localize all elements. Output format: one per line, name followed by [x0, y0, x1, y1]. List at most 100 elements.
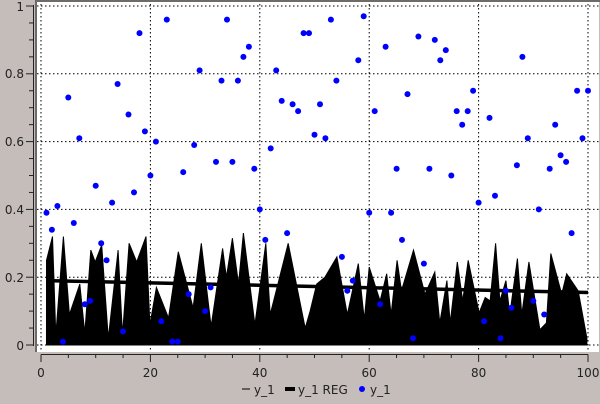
scatter-point — [344, 287, 351, 294]
scatter-point — [289, 101, 296, 108]
y-tick-label: 0 — [16, 339, 24, 353]
scatter-point — [43, 209, 50, 216]
scatter-point — [224, 16, 230, 23]
scatter-point — [552, 121, 559, 128]
scatter-point — [300, 30, 307, 37]
scatter-point — [92, 182, 99, 189]
scatter-point — [174, 338, 181, 345]
scatter-point — [497, 335, 504, 342]
legend-label-area: y_1 — [254, 383, 275, 397]
scatter-point — [317, 101, 323, 108]
plot-left-border — [35, 0, 37, 352]
scatter-point — [508, 304, 515, 311]
scatter-point — [48, 226, 55, 233]
area-series — [45, 233, 588, 346]
scatter-point — [557, 152, 564, 159]
scatter-point — [486, 114, 493, 121]
scatter-point — [185, 291, 192, 298]
scatter-point — [125, 111, 132, 118]
scatter-series — [43, 13, 591, 345]
scatter-point — [579, 135, 586, 142]
y-axis: 0 0.2 0.4 0.6 0.8 1 — [5, 0, 34, 353]
y-tick-label: 0.4 — [5, 203, 24, 217]
scatter-point — [152, 138, 159, 145]
scatter-point — [327, 16, 334, 23]
scatter-point — [519, 53, 526, 60]
scatter-point — [535, 206, 542, 213]
scatter-point — [70, 220, 77, 226]
scatter-point — [284, 230, 291, 237]
scatter-point — [267, 145, 274, 152]
scatter-point — [256, 206, 263, 213]
scatter-point — [415, 33, 422, 40]
scatter-point — [388, 209, 395, 216]
scatter-point — [136, 30, 143, 37]
scatter-point — [207, 284, 214, 291]
scatter-point — [530, 297, 537, 304]
scatter-point — [349, 277, 356, 284]
scatter-point — [541, 311, 548, 318]
scatter-point — [295, 108, 302, 115]
x-tick-label: 40 — [252, 366, 267, 380]
scatter-point — [103, 257, 110, 264]
legend-dot-icon — [359, 386, 365, 392]
scatter-point — [492, 192, 498, 199]
scatter-point — [278, 97, 285, 104]
scatter-point — [481, 318, 488, 325]
scatter-point — [163, 16, 170, 23]
scatter-point — [382, 43, 389, 50]
scatter-point — [442, 47, 449, 54]
scatter-point — [87, 297, 94, 304]
scatter-point — [470, 87, 477, 94]
scatter-point — [98, 240, 105, 247]
scatter-point — [453, 108, 460, 115]
x-axis: 0 20 40 60 80 100 — [37, 354, 600, 380]
scatter-point — [169, 338, 176, 345]
scatter-point — [371, 108, 378, 115]
x-tick-label: 100 — [577, 366, 600, 380]
y-tick-label: 0.2 — [5, 271, 24, 285]
scatter-point — [420, 260, 427, 267]
legend-label-regression: y_1 REG — [298, 383, 348, 397]
scatter-point — [141, 128, 148, 135]
scatter-point — [568, 230, 575, 237]
x-tick-label: 60 — [362, 366, 377, 380]
legend: y_1 y_1 REG y_1 — [242, 383, 391, 397]
scatter-point — [109, 199, 116, 206]
scatter-point — [377, 301, 384, 308]
scatter-point — [251, 165, 258, 172]
scatter-point — [366, 209, 373, 216]
scatter-point — [360, 13, 367, 20]
y-tick-label: 0.6 — [5, 135, 24, 149]
scatter-point — [338, 253, 345, 260]
scatter-point — [426, 165, 433, 172]
regression-line — [46, 278, 589, 295]
scatter-point — [240, 53, 247, 60]
scatter-point — [410, 335, 416, 342]
scatter-point — [131, 189, 137, 196]
scatter-point — [180, 169, 187, 176]
scatter-point — [81, 301, 88, 308]
legend-thick-line-icon — [285, 387, 295, 391]
scatter-point — [218, 77, 225, 84]
scatter-point — [76, 135, 83, 142]
area-series-fill — [45, 233, 588, 346]
scatter-point — [585, 87, 591, 94]
scatter-point — [114, 81, 121, 87]
scatter-point — [464, 108, 471, 115]
scatter-point — [404, 91, 411, 98]
regression-series — [46, 278, 589, 295]
scatter-point — [513, 162, 520, 169]
scatter-point — [196, 67, 203, 74]
scatter-point — [546, 165, 553, 172]
scatter-point — [120, 328, 126, 335]
scatter-point — [475, 199, 482, 206]
scatter-point — [322, 135, 329, 142]
scatter-point — [448, 172, 455, 179]
y-tick-label: 1 — [16, 0, 24, 14]
scatter-point — [202, 308, 209, 315]
scatter-point — [273, 67, 280, 74]
scatter-point — [333, 77, 340, 84]
scatter-point — [158, 318, 165, 325]
scatter-point — [234, 77, 241, 84]
